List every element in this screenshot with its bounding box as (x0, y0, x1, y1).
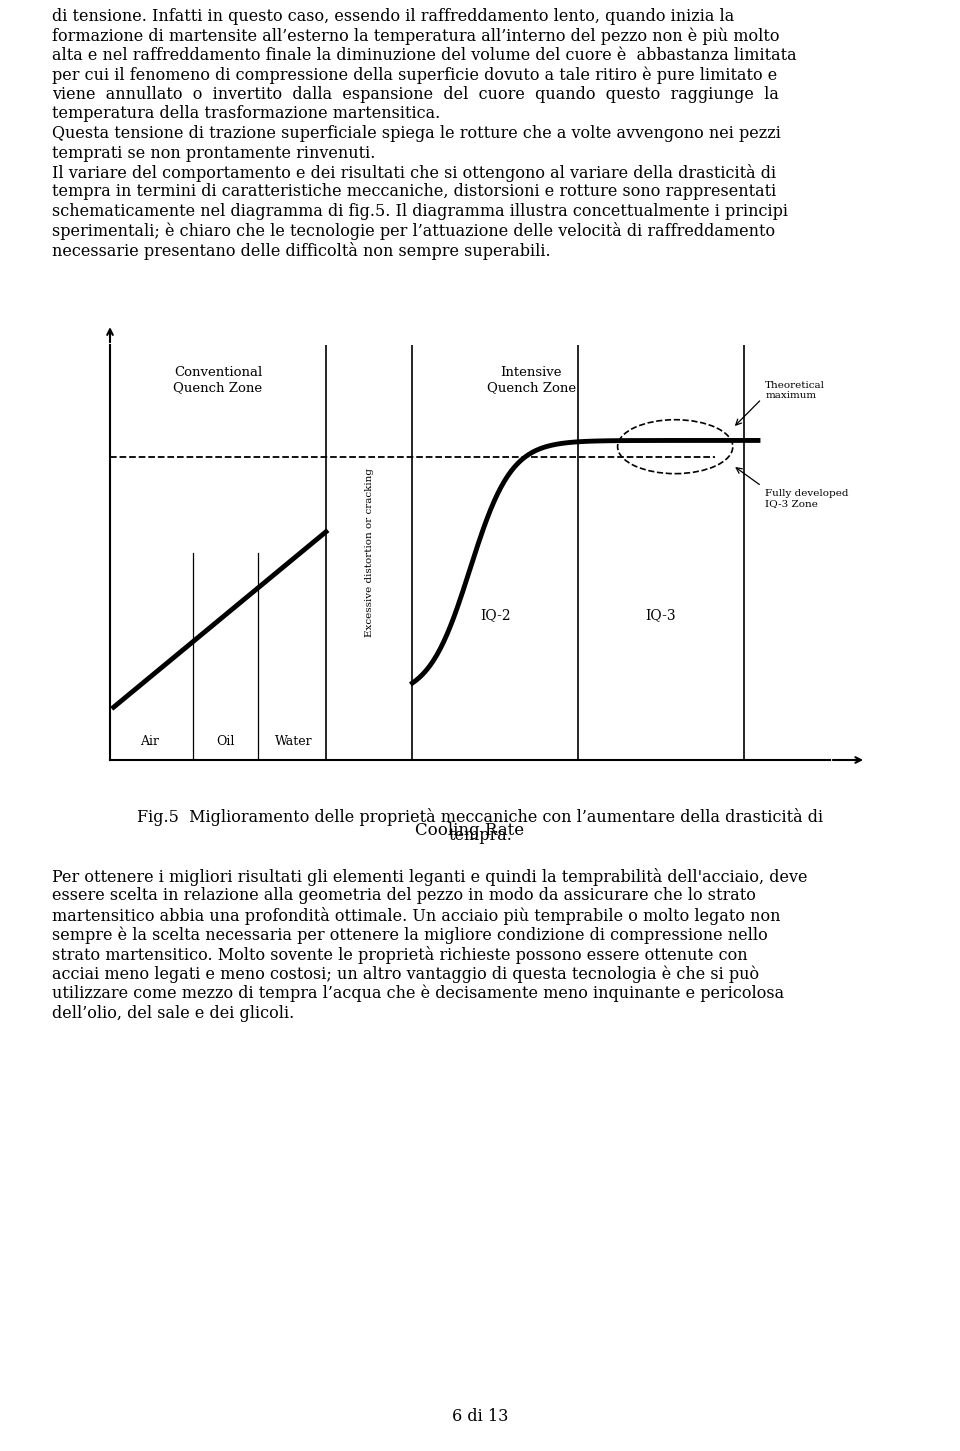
Text: Il variare del comportamento e dei risultati che si ottengono al variare della d: Il variare del comportamento e dei risul… (52, 164, 776, 181)
Text: Per ottenere i migliori risultati gli elementi leganti e quindi la temprabilità : Per ottenere i migliori risultati gli el… (52, 868, 807, 887)
Text: strato martensitico. Molto sovente le proprietà richieste possono essere ottenut: strato martensitico. Molto sovente le pr… (52, 946, 748, 963)
Text: tempra in termini di caratteristiche meccaniche, distorsioni e rotture sono rapp: tempra in termini di caratteristiche mec… (52, 183, 777, 200)
Text: Intensive
Quench Zone: Intensive Quench Zone (487, 366, 576, 393)
Text: Questa tensione di trazione superficiale spiega le rotture che a volte avvengono: Questa tensione di trazione superficiale… (52, 125, 780, 142)
Text: Fig.5  Miglioramento delle proprietà meccaniche con l’aumentare della drasticità: Fig.5 Miglioramento delle proprietà mecc… (137, 808, 823, 826)
Text: formazione di martensite all’esterno la temperatura all’interno del pezzo non è : formazione di martensite all’esterno la … (52, 28, 780, 45)
Text: tempra.: tempra. (448, 827, 512, 844)
Text: acciai meno legati e meno costosi; un altro vantaggio di questa tecnologia è che: acciai meno legati e meno costosi; un al… (52, 965, 759, 982)
Text: schematicamente nel diagramma di fig.5. Il diagramma illustra concettualmente i : schematicamente nel diagramma di fig.5. … (52, 203, 788, 221)
Text: 6 di 13: 6 di 13 (452, 1407, 508, 1425)
Text: per cui il fenomeno di compressione della superficie dovuto a tale ritiro è pure: per cui il fenomeno di compressione dell… (52, 67, 778, 84)
Text: Excessive distortion or cracking: Excessive distortion or cracking (365, 469, 373, 637)
Text: necessarie presentano delle difficoltà non sempre superabili.: necessarie presentano delle difficoltà n… (52, 242, 551, 260)
Text: Theoretical
maximum: Theoretical maximum (765, 382, 826, 400)
Text: Conventional
Quench Zone: Conventional Quench Zone (174, 366, 263, 393)
Text: sempre è la scelta necessaria per ottenere la migliore condizione di compression: sempre è la scelta necessaria per ottene… (52, 927, 768, 945)
Text: IQ-2: IQ-2 (480, 608, 511, 621)
Text: sperimentali; è chiaro che le tecnologie per l’attuazione delle velocità di raff: sperimentali; è chiaro che le tecnologie… (52, 222, 775, 241)
Text: alta e nel raffreddamento finale la diminuzione del volume del cuore è  abbastan: alta e nel raffreddamento finale la dimi… (52, 46, 797, 64)
Text: Fully developed
IQ-3 Zone: Fully developed IQ-3 Zone (765, 489, 849, 508)
Text: utilizzare come mezzo di tempra l’acqua che è decisamente meno inquinante e peri: utilizzare come mezzo di tempra l’acqua … (52, 985, 784, 1003)
Text: IQ-3: IQ-3 (645, 608, 676, 621)
Text: viene  annullato  o  invertito  dalla  espansione  del  cuore  quando  questo  r: viene annullato o invertito dalla espans… (52, 86, 779, 103)
Text: dell’olio, del sale e dei glicoli.: dell’olio, del sale e dei glicoli. (52, 1004, 295, 1022)
Text: temprati se non prontamente rinvenuti.: temprati se non prontamente rinvenuti. (52, 145, 375, 161)
Text: temperatura della trasformazione martensitica.: temperatura della trasformazione martens… (52, 106, 441, 122)
Text: Water: Water (275, 734, 312, 747)
Text: martensitico abbia una profondità ottimale. Un acciaio più temprabile o molto le: martensitico abbia una profondità ottima… (52, 907, 780, 924)
Text: Air: Air (140, 734, 159, 747)
Text: di tensione. Infatti in questo caso, essendo il raffreddamento lento, quando ini: di tensione. Infatti in questo caso, ess… (52, 9, 734, 25)
Text: Oil: Oil (216, 734, 234, 747)
Text: essere scelta in relazione alla geometria del pezzo in modo da assicurare che lo: essere scelta in relazione alla geometri… (52, 888, 756, 904)
Text: Cooling Rate: Cooling Rate (416, 823, 524, 839)
